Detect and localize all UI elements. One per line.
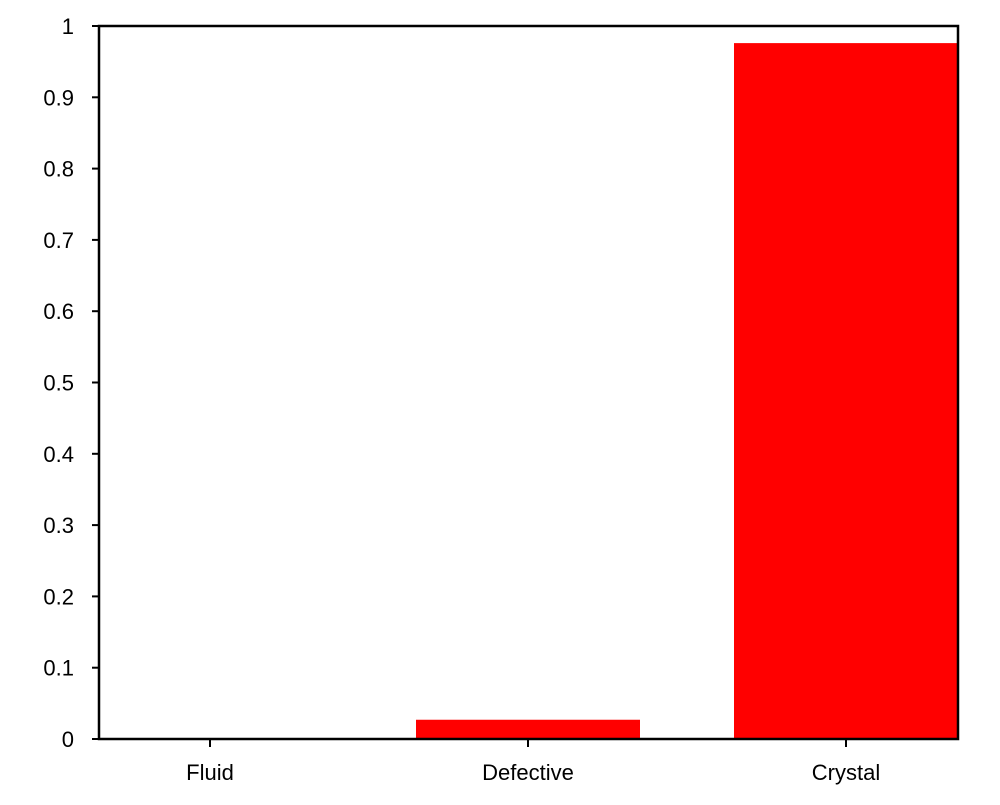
y-tick-label: 0.2 <box>43 584 74 609</box>
x-tick-label-crystal: Crystal <box>812 760 880 785</box>
x-tick-label-fluid: Fluid <box>186 760 234 785</box>
y-tick-label: 0.7 <box>43 228 74 253</box>
bar-defective <box>416 719 640 739</box>
y-tick-label: 0 <box>62 727 74 752</box>
y-tick-label: 0.1 <box>43 656 74 681</box>
y-tick-label: 0.5 <box>43 371 74 396</box>
y-tick-label: 0.6 <box>43 299 74 324</box>
y-tick-label: 1 <box>62 14 74 39</box>
y-tick-label: 0.3 <box>43 513 74 538</box>
axes-layer: 0 0.1 0.2 0.3 0.4 0.5 0.6 0.7 0.8 0.9 1 Fluid Defect… <box>43 14 960 785</box>
y-tick-label: 0.8 <box>43 157 74 182</box>
bars-layer <box>416 43 958 739</box>
bar-crystal <box>734 43 958 739</box>
y-tick-label: 0.9 <box>43 85 74 110</box>
x-tick-label-defective: Defective <box>482 760 574 785</box>
y-tick-label: 0.4 <box>43 442 74 467</box>
